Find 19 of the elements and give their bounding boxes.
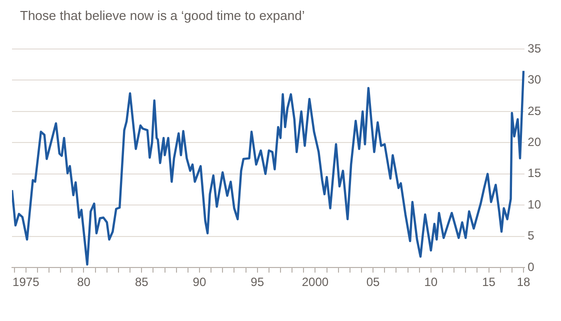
x-tick-label: 80 (77, 275, 91, 290)
y-tick-label: 0 (528, 260, 535, 274)
y-tick-label: 35 (528, 41, 542, 56)
y-tick-label: 25 (528, 104, 542, 118)
y-tick-label: 10 (528, 197, 542, 212)
x-tick-label: 85 (134, 275, 149, 290)
x-tick-label: 95 (250, 275, 264, 290)
x-tick-label: 10 (424, 275, 438, 290)
y-tick-label: 20 (528, 135, 542, 149)
y-tick-label: 15 (528, 166, 542, 180)
y-tick-label: 5 (528, 228, 535, 243)
x-tick-label: 18 (516, 275, 530, 290)
chart-subtitle: Those that believe now is a ‘good time to expand’ (20, 8, 306, 23)
x-tick-label: 2000 (302, 275, 329, 290)
x-tick-label: 90 (192, 275, 206, 290)
y-tick-label: 30 (528, 72, 542, 87)
x-tick-label: 1975 (12, 275, 40, 290)
x-tick-label: 15 (482, 275, 496, 290)
x-tick-label: 05 (366, 275, 380, 290)
